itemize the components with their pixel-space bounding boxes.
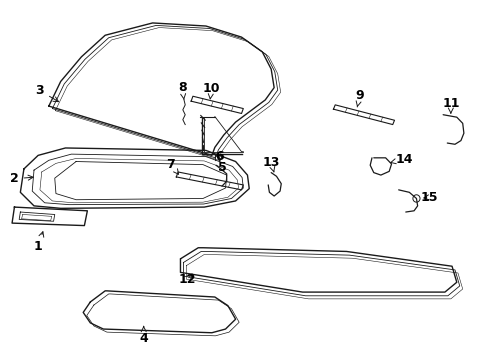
Text: 4: 4	[139, 327, 148, 345]
Text: 2: 2	[10, 172, 33, 185]
Text: 14: 14	[389, 153, 412, 166]
Text: 12: 12	[178, 273, 195, 286]
Text: 13: 13	[262, 156, 279, 172]
Text: 9: 9	[355, 89, 364, 107]
Text: 8: 8	[178, 81, 186, 100]
Text: 5: 5	[215, 155, 226, 174]
Text: 10: 10	[202, 82, 220, 99]
Text: 7: 7	[166, 158, 178, 174]
Text: 6: 6	[215, 150, 224, 163]
Text: 11: 11	[441, 96, 459, 113]
Text: 3: 3	[36, 84, 59, 102]
Text: 15: 15	[420, 191, 437, 204]
Text: 1: 1	[34, 232, 43, 253]
